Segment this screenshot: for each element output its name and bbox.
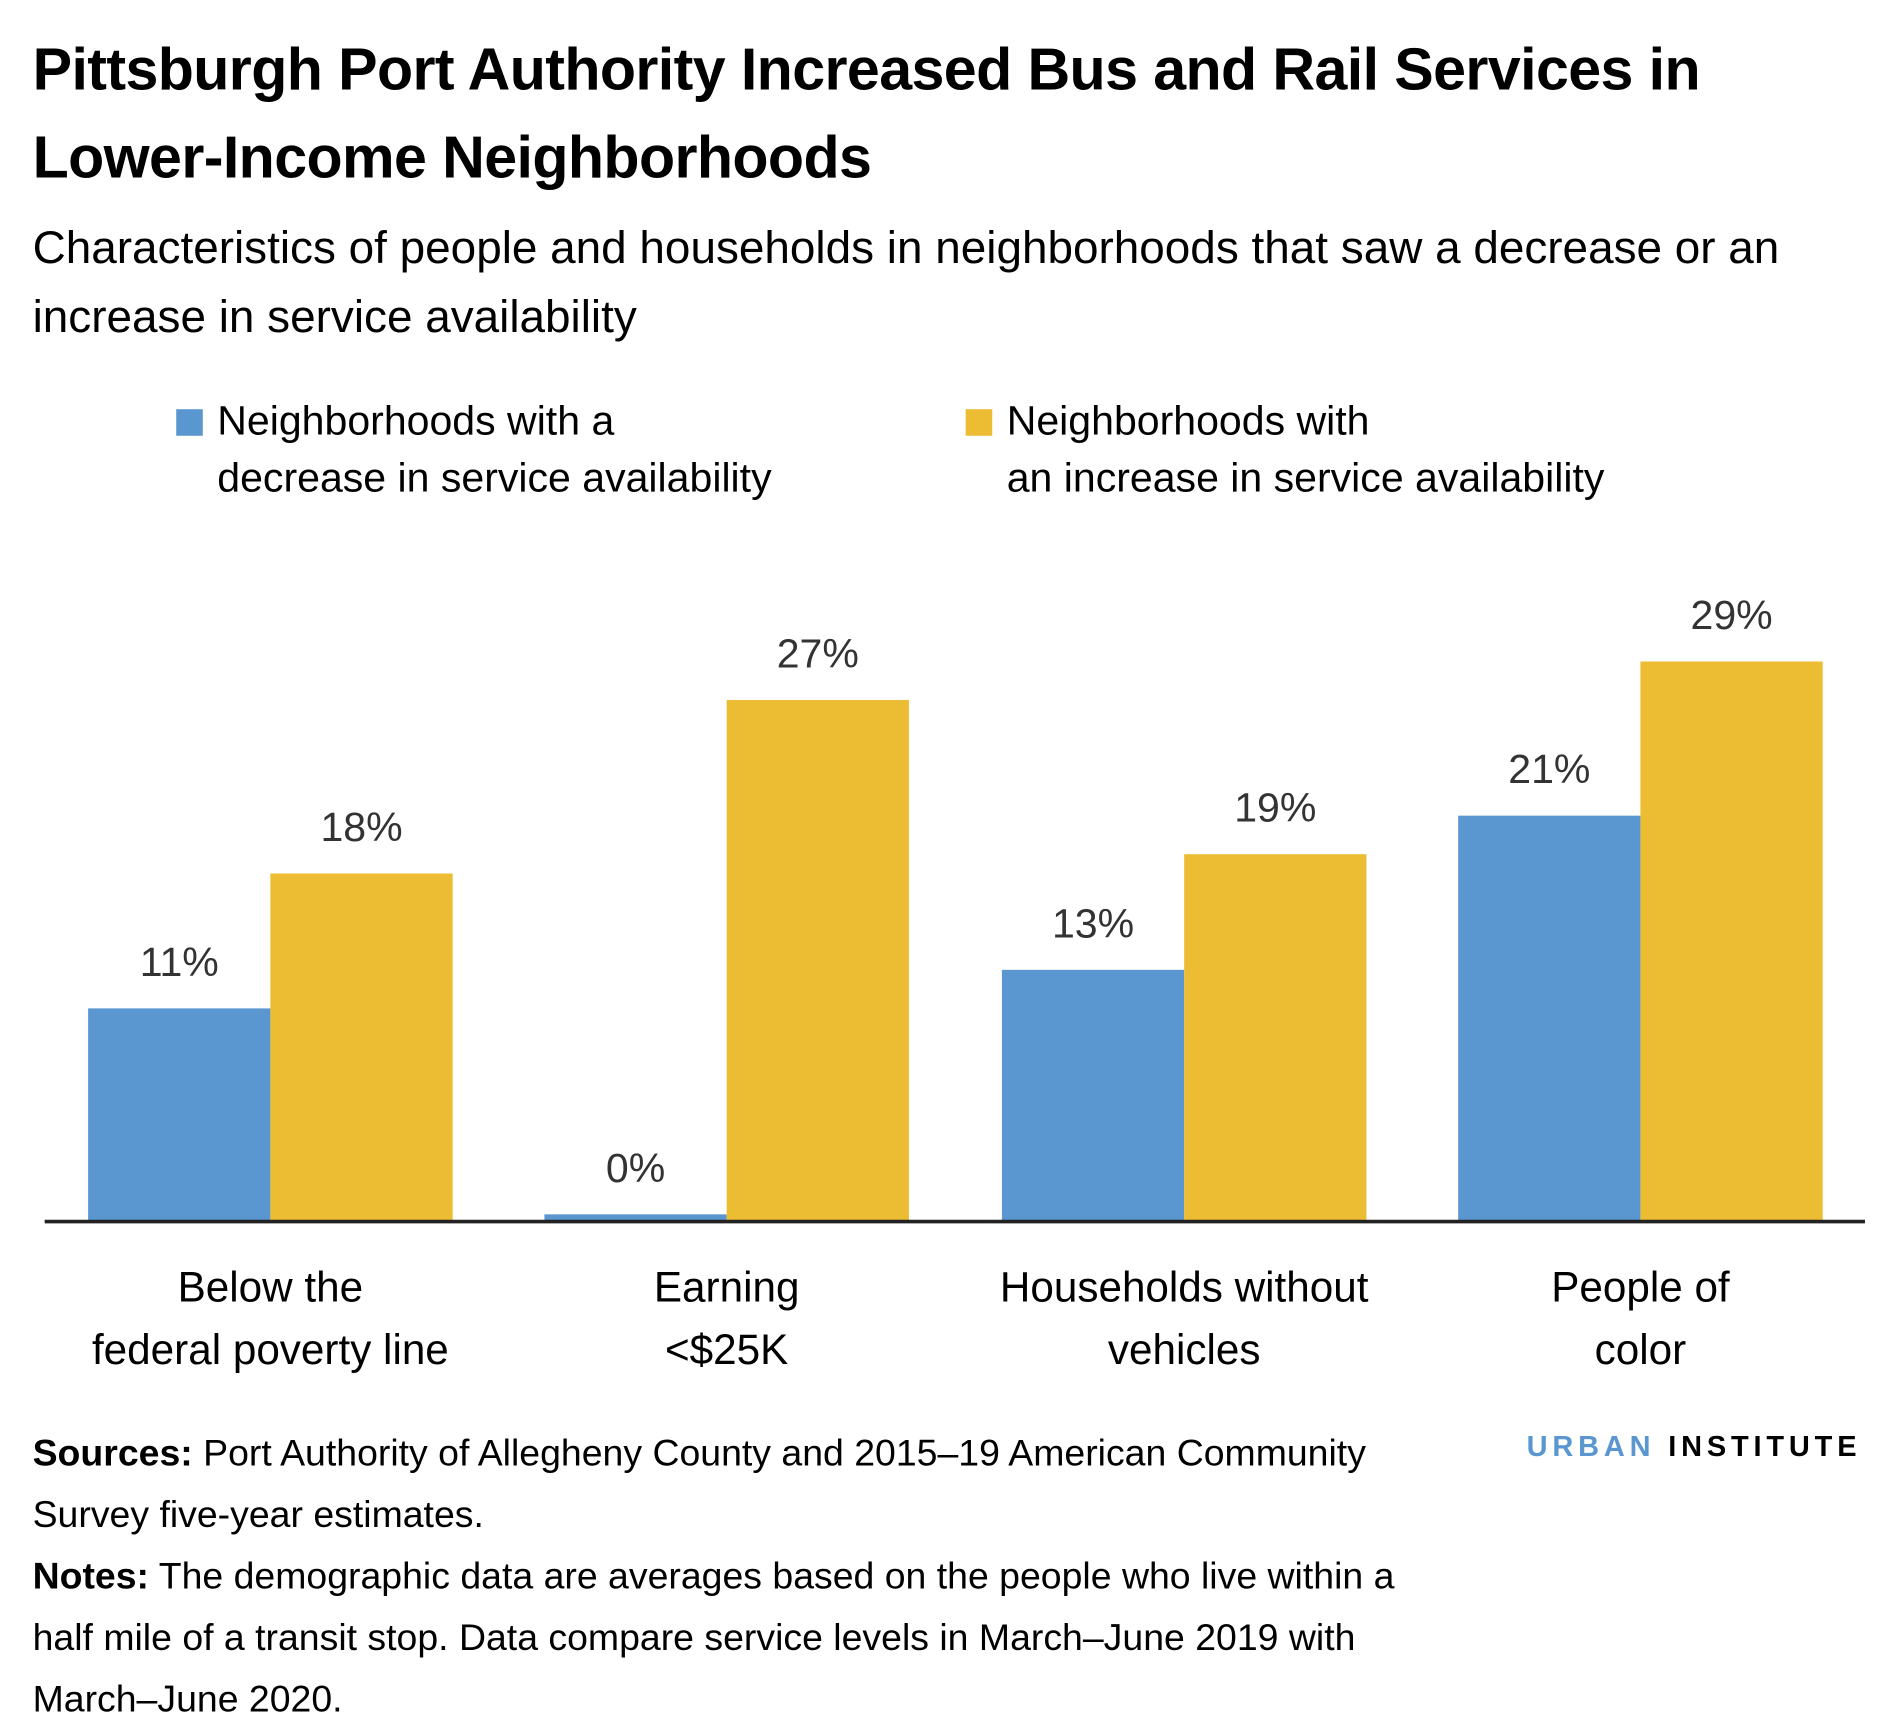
data-label: 29% [1691, 592, 1773, 638]
data-label: 21% [1508, 746, 1590, 792]
sources-label: Sources: [32, 1431, 193, 1474]
logo-part-institute: INSTITUTE [1668, 1430, 1862, 1464]
notes-text: The demographic data are averages based … [32, 1554, 1395, 1721]
chart-subtitle: Characteristics of people and households… [32, 223, 1780, 343]
urban-institute-logo: URBAN INSTITUTE [1527, 1430, 1862, 1464]
notes: Notes: The demographic data are averages… [33, 1545, 1433, 1730]
logo-part-urban: URBAN [1526, 1430, 1656, 1464]
legend-label-increase: Neighborhoods with an increase in servic… [1007, 394, 1605, 507]
category-label: People of [1551, 1263, 1730, 1310]
bar [88, 1008, 271, 1221]
legend-line: decrease in service availability [217, 455, 772, 501]
data-label: 19% [1234, 785, 1316, 831]
category-label: color [1595, 1326, 1687, 1373]
category-label: Below the [178, 1263, 363, 1310]
legend-swatch-increase [965, 409, 993, 436]
category-label: Earning [654, 1263, 800, 1310]
bar [544, 1214, 727, 1221]
notes-label: Notes: [32, 1554, 150, 1597]
bar [1640, 661, 1823, 1221]
chart-title: Pittsburgh Port Authority Increased Bus … [32, 37, 1701, 191]
data-label: 0% [606, 1145, 665, 1191]
sources-text: Port Authority of Allegheny County and 2… [32, 1431, 1366, 1536]
legend-line: Neighborhoods with [1006, 398, 1370, 445]
legend-item-increase: Neighborhoods with an increase in servic… [965, 394, 1605, 507]
bar [726, 700, 909, 1221]
source-notes: Sources: Port Authority of Allegheny Cou… [33, 1422, 1433, 1730]
category-label: Households without [1000, 1263, 1369, 1310]
data-label: 11% [140, 939, 219, 985]
sources: Sources: Port Authority of Allegheny Cou… [33, 1422, 1433, 1545]
bar [1458, 815, 1641, 1221]
legend-item-decrease: Neighborhoods with a decrease in service… [176, 394, 772, 507]
data-label: 18% [320, 804, 402, 850]
category-label: federal poverty line [92, 1326, 449, 1373]
legend-swatch-decrease [176, 409, 203, 436]
category-label: <$25K [665, 1326, 788, 1373]
category-label: vehicles [1108, 1326, 1261, 1373]
data-label: 27% [777, 630, 859, 676]
bar [270, 873, 453, 1221]
data-label: 13% [1052, 900, 1134, 946]
bar [1184, 854, 1367, 1221]
legend-line: Neighborhoods with a [217, 398, 615, 445]
legend-label-decrease: Neighborhoods with a decrease in service… [217, 394, 771, 507]
legend-line: an increase in service availability [1006, 455, 1605, 501]
bar-chart: 11% 18% Below the federal poverty line 0% 27%… [44, 592, 1865, 1373]
bar [1001, 969, 1185, 1221]
